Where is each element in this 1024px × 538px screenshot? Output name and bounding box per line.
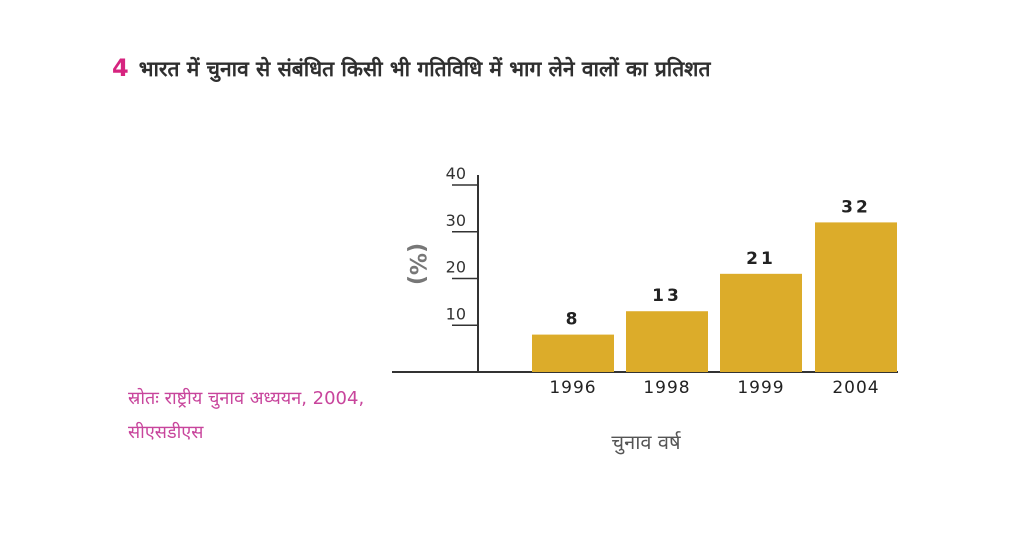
data-label-1996: 8 [566,310,581,330]
y-tick-label: 40 [446,164,466,183]
y-tick-label: 10 [446,304,466,323]
figure-title: भारत में चुनाव से संबंधित किसी भी गतिविध… [138,57,711,81]
bar-1996 [532,334,614,372]
x-tick-label-1999: 1999 [737,378,784,398]
x-axis-title: चुनाव वर्ष [611,430,681,455]
data-label-1999: 21 [746,249,776,269]
source-note: स्रोतः राष्ट्रीय चुनाव अध्ययन, 2004, सीए… [128,382,364,450]
source-line-2: सीएसडीएस [128,422,204,443]
figure-number: 4 [112,54,129,82]
data-label-2004: 32 [841,197,871,217]
bar-2004 [815,222,897,372]
y-tick-label: 20 [446,258,466,277]
data-label-1998: 13 [652,286,682,306]
x-tick-label-1998: 1998 [643,378,690,398]
bar-1998 [626,311,708,372]
x-tick-label-2004: 2004 [832,378,879,398]
y-axis-title: (%) [404,243,429,285]
y-tick-label: 30 [446,211,466,230]
figure-heading: 4 भारत में चुनाव से संबंधित किसी भी गतिव… [112,54,710,83]
source-line-1: स्रोतः राष्ट्रीय चुनाव अध्ययन, 2004, [128,388,365,409]
chart-bars [532,222,897,372]
bar-1999 [720,273,802,372]
chart-labels: 8 1996 13 1998 21 1999 32 2004 चुनाव वर्ष [549,197,879,455]
x-tick-label-1996: 1996 [549,378,596,398]
